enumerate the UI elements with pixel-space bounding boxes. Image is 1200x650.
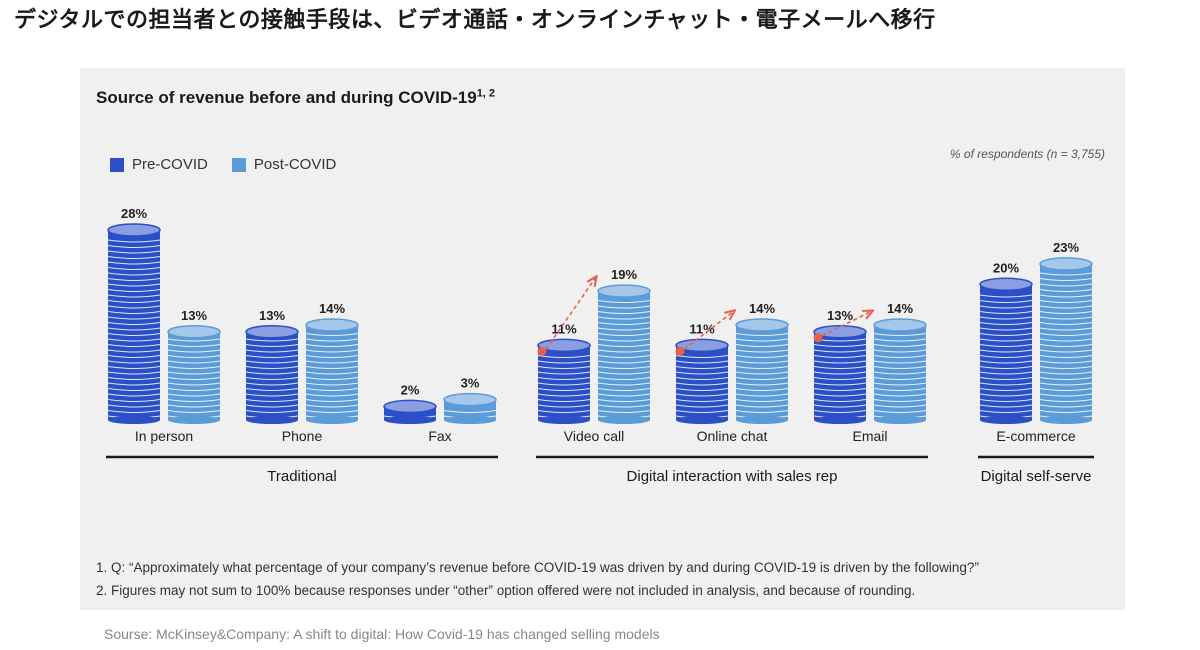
value-label-pre-covid-fax: 2% [401,382,420,397]
legend-swatch-pre-covid [110,157,124,172]
footnotes: 1. Q: “Approximately what percentage of … [96,556,979,602]
trend-arrow-online-chat [675,311,735,356]
labels-layer: 28% 13% In person 13% 14% Phone 2% 3% Fax 11% 19% V… [121,206,1079,444]
source-citation: Sourse: McKinsey&Company: A shift to dig… [104,626,660,642]
value-label-pre-covid-email: 13% [827,308,853,323]
category-label-fax: Fax [428,428,451,444]
category-label-online-chat: Online chat [697,428,768,444]
group-label-digital-interaction-with-sales-rep: Digital interaction with sales rep [627,468,838,485]
arrows-layer [537,277,873,356]
value-label-post-covid-email: 14% [887,301,913,316]
bar-post-covid-in-person [167,325,221,424]
category-label-video-call: Video call [564,428,624,444]
legend-label-pre-covid: Pre-COVID [132,156,208,173]
group-label-digital-self-serve: Digital self-serve [981,468,1092,485]
chart-title-text: Source of revenue before and during COVI… [96,88,477,107]
value-label-post-covid-e-commerce: 23% [1053,240,1079,255]
chart-legend: Pre-COVID Post-COVID [110,156,336,173]
value-label-post-covid-phone: 14% [319,301,345,316]
value-label-post-covid-fax: 3% [461,376,480,391]
value-label-post-covid-in-person: 13% [181,308,207,323]
trend-arrow-video-call [537,277,597,356]
category-label-in-person: In person [135,428,193,444]
category-label-email: Email [852,428,887,444]
value-label-pre-covid-in-person: 28% [121,206,147,221]
category-label-phone: Phone [282,428,323,444]
chart-title: Source of revenue before and during COVI… [96,88,495,108]
bar-post-covid-e-commerce [1039,257,1093,424]
value-label-pre-covid-phone: 13% [259,308,285,323]
bar-pre-covid-video-call [537,338,591,424]
bar-pre-covid-phone [245,325,299,424]
group-label-traditional: Traditional [267,468,336,485]
legend-swatch-post-covid [231,157,246,172]
unit-note: % of respondents (n = 3,755) [949,147,1105,161]
bar-pre-covid-e-commerce [979,277,1033,424]
group-digital-interaction-with-sales-rep: Digital interaction with sales rep [536,455,928,485]
bar-pre-covid-in-person [107,223,161,424]
bar-pre-covid-email [813,325,867,424]
bar-post-covid-video-call [597,284,651,424]
value-label-pre-covid-video-call: 11% [551,321,577,336]
bar-post-covid-fax [443,392,497,424]
bar-post-covid-email [873,318,927,424]
bar-post-covid-phone [305,318,359,424]
bar-pre-covid-fax [383,399,437,424]
value-label-post-covid-video-call: 19% [611,267,637,282]
value-label-pre-covid-online-chat: 11% [689,321,715,336]
page-headline: デジタルでの担当者との接触手段は、ビデオ通話・オンラインチャット・電子メールへ移… [14,8,936,33]
bar-post-covid-online-chat [735,318,789,424]
chart-title-superscript: 1, 2 [476,87,496,100]
legend-item-pre-covid: Pre-COVID [110,156,208,173]
bar-pre-covid-online-chat [675,338,729,424]
legend-item-post-covid: Post-COVID [231,156,337,173]
value-label-post-covid-online-chat: 14% [749,301,775,316]
category-label-e-commerce: E-commerce [996,428,1076,444]
chart-svg: 28% 13% In person 13% 14% Phone 2% 3% Fax 11% 19% V… [106,206,1094,485]
chart-panel: Source of revenue before and during COVI… [80,68,1125,610]
groups-layer: Traditional Digital interaction with sale… [106,455,1094,485]
value-label-pre-covid-e-commerce: 20% [993,260,1019,275]
group-traditional: Traditional [106,455,498,485]
trend-arrow-email [813,311,873,343]
bars-layer [107,223,1093,424]
legend-label-post-covid: Post-COVID [253,156,337,173]
footnote-1: 1. Q: “Approximately what percentage of … [96,560,979,575]
footnote-2: 2. Figures may not sum to 100% because r… [96,583,916,598]
group-digital-self-serve: Digital self-serve [978,455,1094,485]
